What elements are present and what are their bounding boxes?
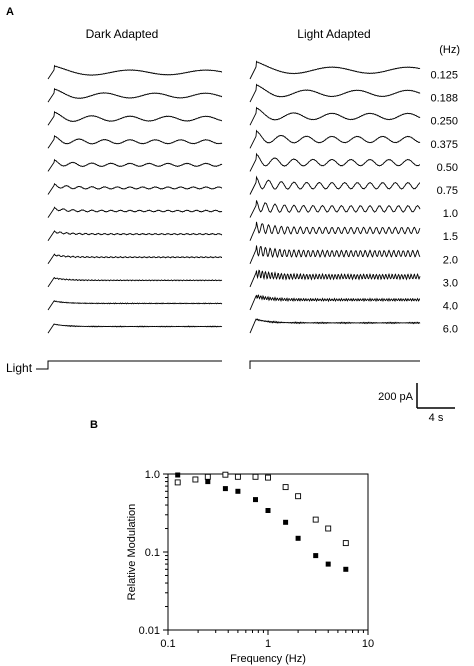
filled-square-point <box>325 561 331 567</box>
light-adapted-trace <box>249 294 420 311</box>
light-adapted-trace <box>249 106 421 126</box>
y-tick-label: 0.1 <box>145 547 160 559</box>
frequency-label: 4.0 <box>443 301 458 313</box>
time-scale-label: 4 s <box>429 412 444 424</box>
open-square-point <box>312 516 319 523</box>
dark-adapted-trace <box>47 182 223 195</box>
x-axis-label: Frequency (Hz) <box>230 653 306 665</box>
frequency-label: 0.375 <box>430 139 458 151</box>
stimulus-trace-light <box>249 360 420 369</box>
open-square-point <box>295 493 302 500</box>
dark-adapted-trace <box>47 206 223 218</box>
open-square-point <box>204 473 211 480</box>
dark-adapted-trace <box>47 253 222 265</box>
open-square-point <box>174 479 181 486</box>
axes: 0.1 1 101.00.10.01 <box>139 469 375 650</box>
frequency-label: 3.0 <box>443 277 458 289</box>
filled-square-point <box>295 535 301 541</box>
open-square-point <box>252 473 259 480</box>
response-traces <box>47 60 421 334</box>
open-square-point <box>265 474 271 481</box>
open-square-point <box>192 476 199 483</box>
dark-adapted-trace <box>47 158 223 172</box>
y-tick-label: 1.0 <box>145 469 160 481</box>
unit-header: (Hz) <box>439 44 460 56</box>
filled-square-point <box>283 519 289 525</box>
panel-a-label: A <box>6 6 14 18</box>
filled-square-point <box>205 479 211 485</box>
filled-square-point <box>265 508 271 513</box>
frequency-label: 1.0 <box>443 208 458 220</box>
open-square-point <box>325 525 332 532</box>
panel-b-label: B <box>90 419 98 431</box>
filled-square-point <box>222 486 228 492</box>
dark-adapted-trace <box>47 230 223 241</box>
light-adapted-trace <box>249 83 421 103</box>
dark-adapted-header: Dark Adapted <box>86 27 159 41</box>
frequency-label: 0.125 <box>430 70 458 82</box>
open-square-point <box>342 540 349 547</box>
light-adapted-trace <box>249 60 421 80</box>
light-adapted-header: Light Adapted <box>297 27 370 41</box>
filled-square-point <box>343 566 349 572</box>
light-adapted-trace <box>249 245 421 264</box>
frequency-labels: 0.125 0.188 0.250 0.375 0.50 0.75 1.0 1.5 2.0 3.0… <box>430 70 458 336</box>
frequency-label: 0.50 <box>437 162 458 174</box>
open-square-point <box>282 484 289 491</box>
light-adapted-trace <box>249 175 420 195</box>
dark-adapted-trace <box>47 87 223 103</box>
filled-square-point <box>235 488 241 494</box>
light-adapted-trace <box>249 152 420 172</box>
x-tick-label: 10 <box>362 638 374 650</box>
light-adapted-trace <box>249 221 421 241</box>
dark-adapted-trace <box>47 300 223 311</box>
stimulus-trace-dark <box>36 360 222 370</box>
filled-square-point <box>253 497 258 503</box>
filled-square-point <box>175 472 181 478</box>
frequency-label: 1.5 <box>443 231 458 243</box>
frequency-label: 0.188 <box>430 93 458 105</box>
light-adapted-trace <box>249 269 421 288</box>
x-tick-label: 0.1 <box>160 638 175 650</box>
frequency-label: 0.75 <box>437 185 458 197</box>
plot-frame <box>167 473 369 631</box>
light-adapted-trace <box>249 200 421 218</box>
current-scale-label: 200 pA <box>378 391 414 403</box>
open-square-point <box>222 471 229 478</box>
dark-adapted-trace <box>47 134 223 149</box>
dark-adapted-trace <box>47 323 223 334</box>
filled-square-point <box>313 553 319 559</box>
light-adapted-trace <box>249 318 421 334</box>
x-tick-label: 1 <box>265 638 271 650</box>
y-axis-label: Relative Modulation <box>126 504 138 601</box>
y-tick-label: 0.01 <box>139 625 160 637</box>
open-square-point <box>234 473 241 480</box>
frequency-label: 2.0 <box>443 254 458 266</box>
frequency-label: 6.0 <box>443 324 458 336</box>
dark-adapted-trace <box>47 64 223 80</box>
dark-adapted-trace <box>47 276 223 288</box>
dark-adapted-trace <box>47 110 223 126</box>
frequency-label: 0.250 <box>430 116 458 128</box>
stimulus-label: Light <box>6 361 33 375</box>
data-points <box>174 471 349 572</box>
light-adapted-trace <box>249 129 421 149</box>
